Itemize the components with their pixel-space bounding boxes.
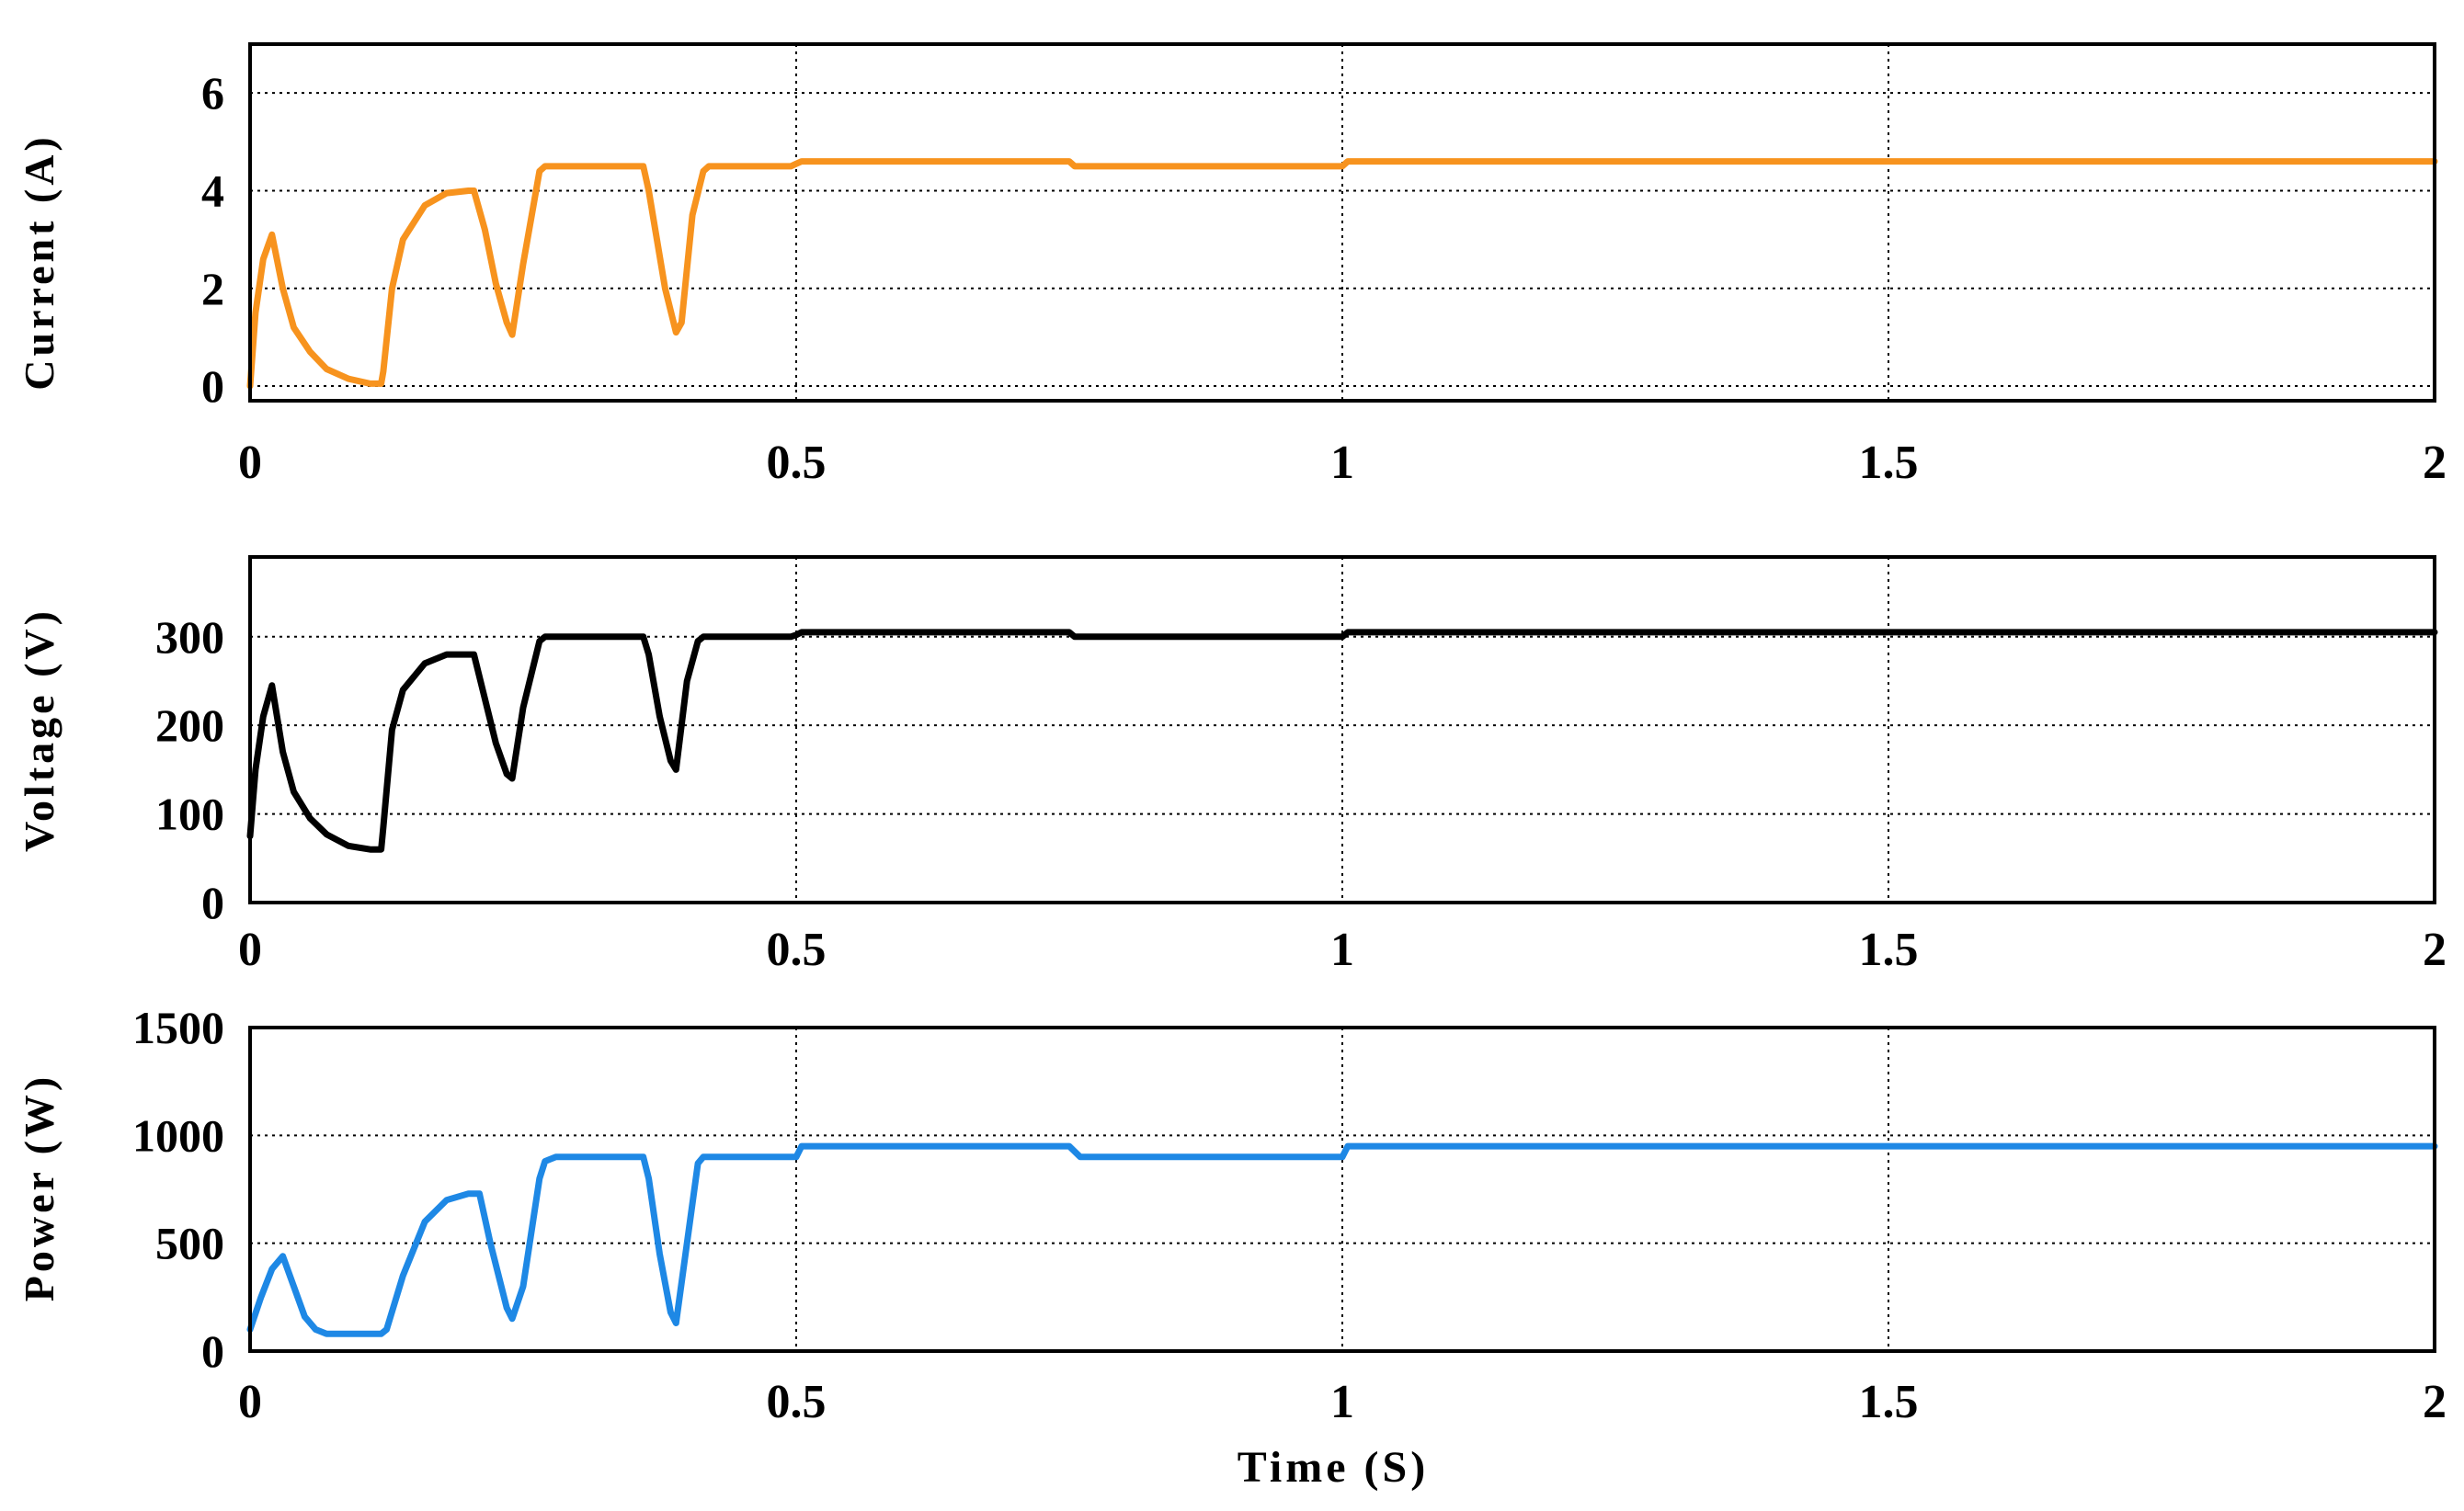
panel-2-xtick-label-0: 0 [238, 924, 262, 976]
panel-3-xtick-label-1-5: 1.5 [1859, 1376, 1919, 1428]
panel-1-xtick-label-0-5: 0.5 [767, 437, 827, 489]
panel-3-y-axis-title: Power (W) [16, 1074, 63, 1301]
panel-3-series-line-1 [246, 1142, 2438, 1337]
panel-3-frame [248, 1026, 2436, 1353]
panel-3-ytick-label-0: 0 [201, 1325, 224, 1377]
panel-3-xtick-label-1: 1 [1330, 1376, 1354, 1428]
panel-1-ytick-label-6: 6 [201, 67, 224, 119]
panel-1-ytick-label-4: 4 [201, 165, 224, 216]
panel-1-ytick-label-0: 0 [201, 360, 224, 412]
panel-2-frame [248, 555, 2436, 904]
panel-1-series-line-1 [246, 158, 2438, 390]
panel-1-xtick-label-1: 1 [1330, 437, 1354, 489]
x-axis-title: Time (S) [1238, 1443, 1429, 1492]
panel-2-y-axis-title: Voltage (V) [16, 608, 63, 852]
panel-2-xtick-label-0-5: 0.5 [767, 924, 827, 976]
panel-2-xtick-label-1: 1 [1330, 924, 1354, 976]
panel-2-xtick-label-2: 2 [2423, 924, 2447, 976]
panel-3-xtick-label-0: 0 [238, 1376, 262, 1428]
panel-2-series-line-1 [246, 629, 2438, 853]
panel-2-ytick-label-0: 0 [201, 877, 224, 928]
panel-1-y-axis-title: Current (A) [16, 133, 63, 390]
panel-3: 0 0.5 1 1.5 2 0 500 1000 1500 Power (W) [16, 1002, 2447, 1428]
panel-1: 0 0.5 1 1.5 2 0 2 4 6 Current (A) [16, 42, 2447, 489]
panel-2-ytick-label-200: 200 [155, 699, 224, 751]
panel-1-xtick-label-0: 0 [238, 437, 262, 489]
panel-3-ytick-label-1000: 1000 [132, 1109, 224, 1161]
panel-3-xtick-label-2: 2 [2423, 1376, 2447, 1428]
panel-1-xtick-label-1-5: 1.5 [1859, 437, 1919, 489]
panel-2: 0 0.5 1 1.5 2 0 100 200 300 Voltage (V) [16, 555, 2447, 976]
panel-1-xtick-label-2: 2 [2423, 437, 2447, 489]
panel-1-ytick-label-2: 2 [201, 263, 224, 314]
panel-2-ytick-label-100: 100 [155, 789, 224, 840]
panel-3-xtick-label-0-5: 0.5 [767, 1376, 827, 1428]
panel-2-xtick-label-1-5: 1.5 [1859, 924, 1919, 976]
panel-3-ytick-label-1500: 1500 [132, 1002, 224, 1053]
panel-3-ytick-label-500: 500 [155, 1218, 224, 1269]
panel-2-ytick-label-300: 300 [155, 611, 224, 663]
panel-1-frame [248, 42, 2436, 403]
